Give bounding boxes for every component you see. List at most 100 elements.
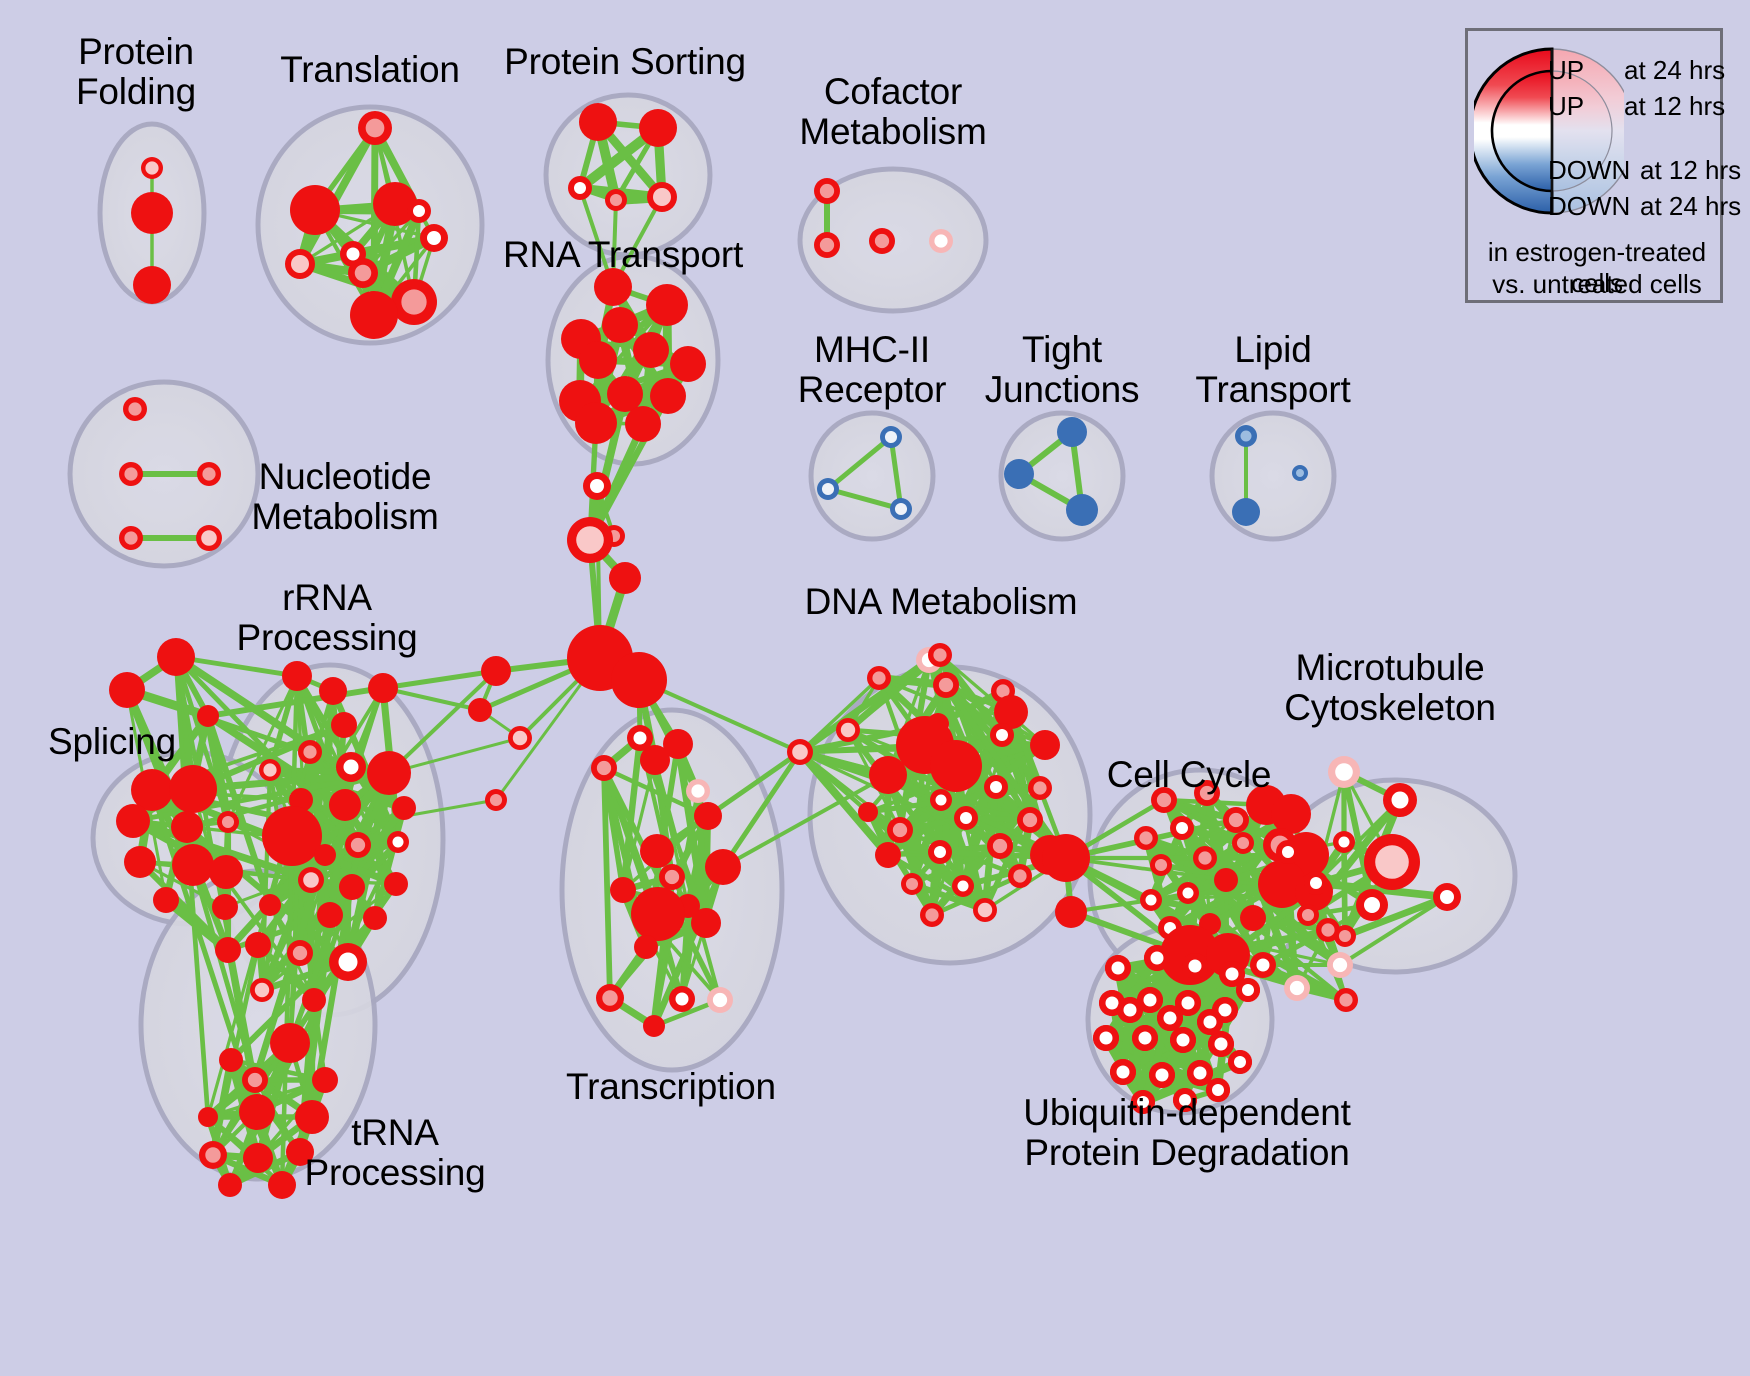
network-node xyxy=(929,229,953,253)
network-node xyxy=(1137,987,1163,1013)
network-node xyxy=(285,249,315,279)
network-node xyxy=(928,840,952,864)
network-node xyxy=(867,666,891,690)
network-node xyxy=(1131,1090,1155,1114)
network-node xyxy=(1284,975,1310,1001)
network-edge xyxy=(1312,879,1451,901)
network-node xyxy=(348,258,378,288)
network-node xyxy=(814,178,840,204)
network-edge xyxy=(943,682,1069,861)
network-node xyxy=(196,525,222,551)
network-node xyxy=(367,751,411,795)
network-node xyxy=(787,739,813,765)
network-node xyxy=(1271,794,1311,834)
network-node xyxy=(1232,832,1254,854)
network-node xyxy=(157,638,195,676)
network-node xyxy=(659,864,685,890)
network-node xyxy=(643,1015,665,1037)
network-node xyxy=(290,185,340,235)
network-node xyxy=(368,673,398,703)
network-node xyxy=(141,157,163,179)
cluster-label-cofactor-metabolism: Cofactor Metabolism xyxy=(799,71,987,152)
network-node xyxy=(219,1048,243,1072)
cluster-label-lipid-transport: Lipid Transport xyxy=(1195,329,1351,410)
legend-caption-line2: vs. untreated cells xyxy=(1492,269,1702,299)
network-edge xyxy=(796,656,933,756)
network-node xyxy=(217,811,239,833)
network-node xyxy=(1206,1078,1230,1102)
network-node xyxy=(568,176,592,200)
network-node xyxy=(1193,846,1217,870)
network-node xyxy=(1066,494,1098,526)
network-node xyxy=(1208,1031,1234,1057)
network-node xyxy=(583,472,611,500)
network-node xyxy=(836,718,860,742)
network-node xyxy=(920,903,944,927)
network-node xyxy=(973,898,997,922)
network-edge xyxy=(1139,1018,1214,1106)
network-edge xyxy=(652,757,723,1003)
network-node xyxy=(646,284,688,326)
network-nodes xyxy=(109,103,1461,1199)
legend-dir-3: DOWN xyxy=(1548,191,1631,221)
network-node xyxy=(197,462,221,486)
network-node xyxy=(124,846,156,878)
network-node xyxy=(1150,854,1172,876)
network-node xyxy=(1327,952,1353,978)
network-node xyxy=(1250,952,1276,978)
network-node xyxy=(243,1143,273,1173)
network-edge xyxy=(674,740,710,927)
network-node xyxy=(634,935,658,959)
network-node xyxy=(172,844,214,886)
network-node xyxy=(694,802,722,830)
network-node xyxy=(633,332,669,368)
network-node xyxy=(869,756,907,794)
network-node xyxy=(270,1023,310,1063)
cluster-label-trna-processing: tRNA Processing xyxy=(304,1112,486,1193)
network-node xyxy=(329,943,367,981)
legend-time-0: at 24 hrs xyxy=(1624,55,1726,85)
network-edge xyxy=(679,903,691,1002)
network-node xyxy=(123,397,147,421)
network-node xyxy=(363,906,387,930)
network-node xyxy=(705,849,741,885)
network-node xyxy=(901,873,923,895)
network-node xyxy=(639,109,677,147)
cluster-label-transcription: Transcription xyxy=(566,1066,776,1107)
network-node xyxy=(215,937,241,963)
network-node xyxy=(298,867,324,893)
network-edge xyxy=(387,669,498,775)
network-edge xyxy=(650,863,727,1030)
network-node xyxy=(952,875,974,897)
network-node xyxy=(289,788,313,812)
network-node xyxy=(250,978,274,1002)
network-node xyxy=(239,1094,275,1130)
network-node xyxy=(928,643,952,667)
network-node xyxy=(567,517,613,563)
cluster-blob-lipid-transport xyxy=(1209,410,1337,542)
network-node xyxy=(169,765,217,813)
network-node xyxy=(218,1173,242,1197)
network-node xyxy=(119,526,143,550)
network-node xyxy=(329,789,361,821)
cluster-label-splicing: Splicing xyxy=(48,721,176,762)
network-node xyxy=(199,1141,227,1169)
network-node xyxy=(1433,883,1461,911)
network-edge xyxy=(798,750,1002,848)
network-node xyxy=(930,740,982,792)
network-node xyxy=(640,745,670,775)
network-node xyxy=(1182,953,1208,979)
network-node xyxy=(1235,425,1257,447)
network-edge xyxy=(825,434,894,492)
legend-time-2: at 12 hrs xyxy=(1640,155,1742,185)
network-node xyxy=(1297,904,1319,926)
network-edge xyxy=(705,749,803,819)
network-node xyxy=(1232,498,1260,526)
network-node xyxy=(1276,840,1300,864)
cluster-label-ubiquitin-degradation: Ubiquitin-dependent Protein Degradation xyxy=(1023,1092,1351,1173)
cluster-label-cell-cycle: Cell Cycle xyxy=(1106,754,1272,795)
network-edge xyxy=(999,732,1053,858)
network-node xyxy=(1149,1062,1175,1088)
network-node xyxy=(1134,826,1158,850)
network-node xyxy=(153,887,179,913)
